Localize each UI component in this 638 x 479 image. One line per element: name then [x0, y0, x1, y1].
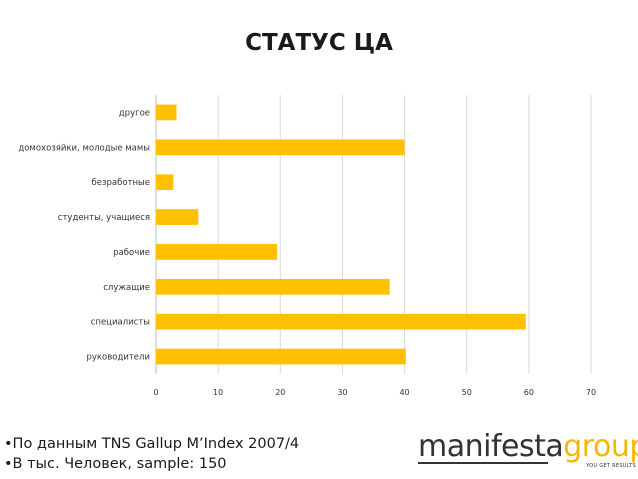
grid-layer [155, 95, 592, 374]
logo-part-group: group [563, 429, 638, 464]
x-tick-label: 40 [399, 388, 409, 397]
footnote-source: •По данным TNS Gallup M’Index 2007/4 [4, 436, 300, 452]
category-label: студенты, учащиеся [58, 213, 150, 223]
x-tick-label: 0 [153, 388, 158, 397]
bar [156, 174, 174, 191]
footnote-units: •В тыс. Человек, sample: 150 [4, 456, 227, 472]
x-tick-label: 20 [275, 388, 285, 397]
bar [156, 104, 177, 121]
category-label: руководители [86, 353, 150, 363]
x-tick-label: 70 [586, 388, 596, 397]
category-label: другое [119, 108, 150, 118]
category-label: служащие [103, 283, 150, 293]
category-label: безработные [92, 178, 151, 188]
bars-layer [156, 104, 526, 365]
logo-part-manifesta: manifesta [418, 429, 564, 464]
category-label: специалисты [91, 318, 150, 328]
x-tick-label: 30 [337, 388, 347, 397]
category-label: рабочие [113, 248, 150, 258]
bar-chart: 0 10 20 30 40 50 60 70 другое домохозяйки, молоды… [18, 95, 596, 397]
x-tick-label: 50 [462, 388, 472, 397]
labels-layer: 0 10 20 30 40 50 60 70 другое домохозяйки, молоды… [18, 108, 596, 397]
x-tick-label: 60 [524, 388, 534, 397]
bar [156, 278, 390, 295]
logo-wordmark: manifestagroup [418, 430, 638, 464]
bar [156, 139, 405, 156]
logo-tagline: YOU GET RESULTS [586, 463, 636, 469]
bar [156, 244, 278, 260]
bar [156, 209, 199, 225]
bar [156, 348, 406, 365]
bar [156, 313, 526, 330]
manifesta-group-logo: manifestagroup YOU GET RESULTS [418, 430, 638, 472]
page-title: СТАТУС ЦА [245, 30, 393, 56]
logo-underline [418, 462, 548, 464]
x-tick-label: 10 [213, 388, 223, 397]
category-label: домохозяйки, молодые мамы [18, 143, 150, 153]
